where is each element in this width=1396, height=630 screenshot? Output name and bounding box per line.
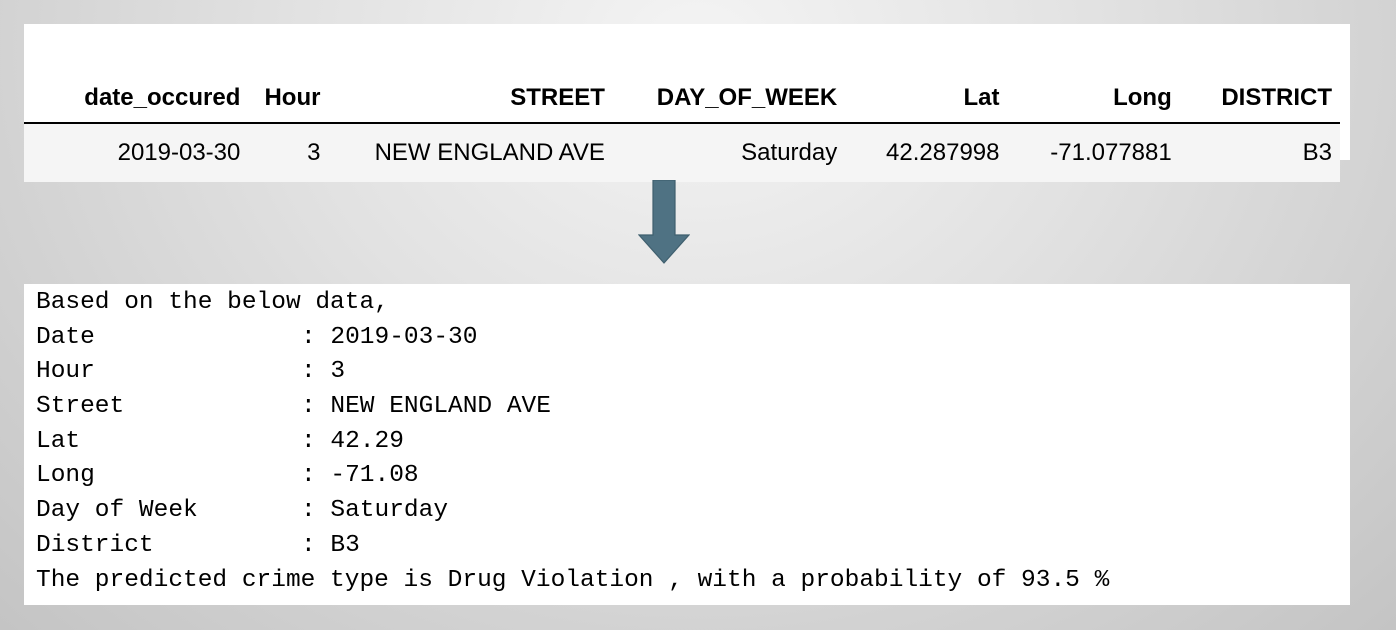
dataframe-table: date_occured Hour STREET DAY_OF_WEEK Lat… <box>24 74 1340 182</box>
field-value: : Saturday <box>301 497 449 525</box>
table-cell: B3 <box>1193 123 1340 182</box>
field-label: District <box>36 531 154 559</box>
table-cell: -71.077881 <box>1023 123 1194 182</box>
down-arrow-icon <box>638 180 690 264</box>
field-label: Street <box>36 393 125 421</box>
field-value: : B3 <box>301 531 360 559</box>
table-cell: 2019-03-30 <box>24 123 265 182</box>
table-row: 2019-03-30 3 NEW ENGLAND AVE Saturday 42… <box>24 123 1340 182</box>
field-value: : 42.29 <box>301 427 404 455</box>
output-field-hour: Hour : 3 <box>36 355 1350 390</box>
output-field-street: Street : NEW ENGLAND AVE <box>36 390 1350 425</box>
column-header: Hour <box>264 74 339 124</box>
field-value: : 3 <box>301 358 346 386</box>
output-field-date: Date : 2019-03-30 <box>36 321 1350 356</box>
output-field-district: District : B3 <box>36 529 1350 564</box>
dataframe-panel: date_occured Hour STREET DAY_OF_WEEK Lat… <box>24 24 1350 182</box>
field-label: Long <box>36 462 95 490</box>
field-label: Lat <box>36 427 81 455</box>
column-header: Lat <box>855 74 1024 124</box>
field-value: : 2019-03-30 <box>301 323 478 351</box>
output-result: The predicted crime type is Drug Violati… <box>36 566 1110 594</box>
table-header-row: date_occured Hour STREET DAY_OF_WEEK Lat… <box>24 74 1340 124</box>
table-cell: 3 <box>264 123 339 182</box>
field-label: Day of Week <box>36 497 198 525</box>
column-header: date_occured <box>24 74 265 124</box>
output-intro: Based on the below data, <box>36 289 389 316</box>
table-cell: 42.287998 <box>855 123 1024 182</box>
column-header: DAY_OF_WEEK <box>612 74 856 124</box>
column-header: Long <box>1023 74 1194 124</box>
output-field-day-of-week: Day of Week : Saturday <box>36 494 1350 529</box>
table-cell: Saturday <box>612 123 856 182</box>
field-value: : NEW ENGLAND AVE <box>301 393 551 421</box>
output-field-lat: Lat : 42.29 <box>36 425 1350 460</box>
column-header: DISTRICT <box>1193 74 1340 124</box>
field-value: : -71.08 <box>301 462 419 490</box>
output-field-long: Long : -71.08 <box>36 459 1350 494</box>
column-header: STREET <box>338 74 613 124</box>
table-cell: NEW ENGLAND AVE <box>338 123 613 182</box>
prediction-output: Based on the below data, Date : 2019-03-30… <box>24 284 1350 605</box>
field-label: Date <box>36 323 95 351</box>
field-label: Hour <box>36 358 95 386</box>
